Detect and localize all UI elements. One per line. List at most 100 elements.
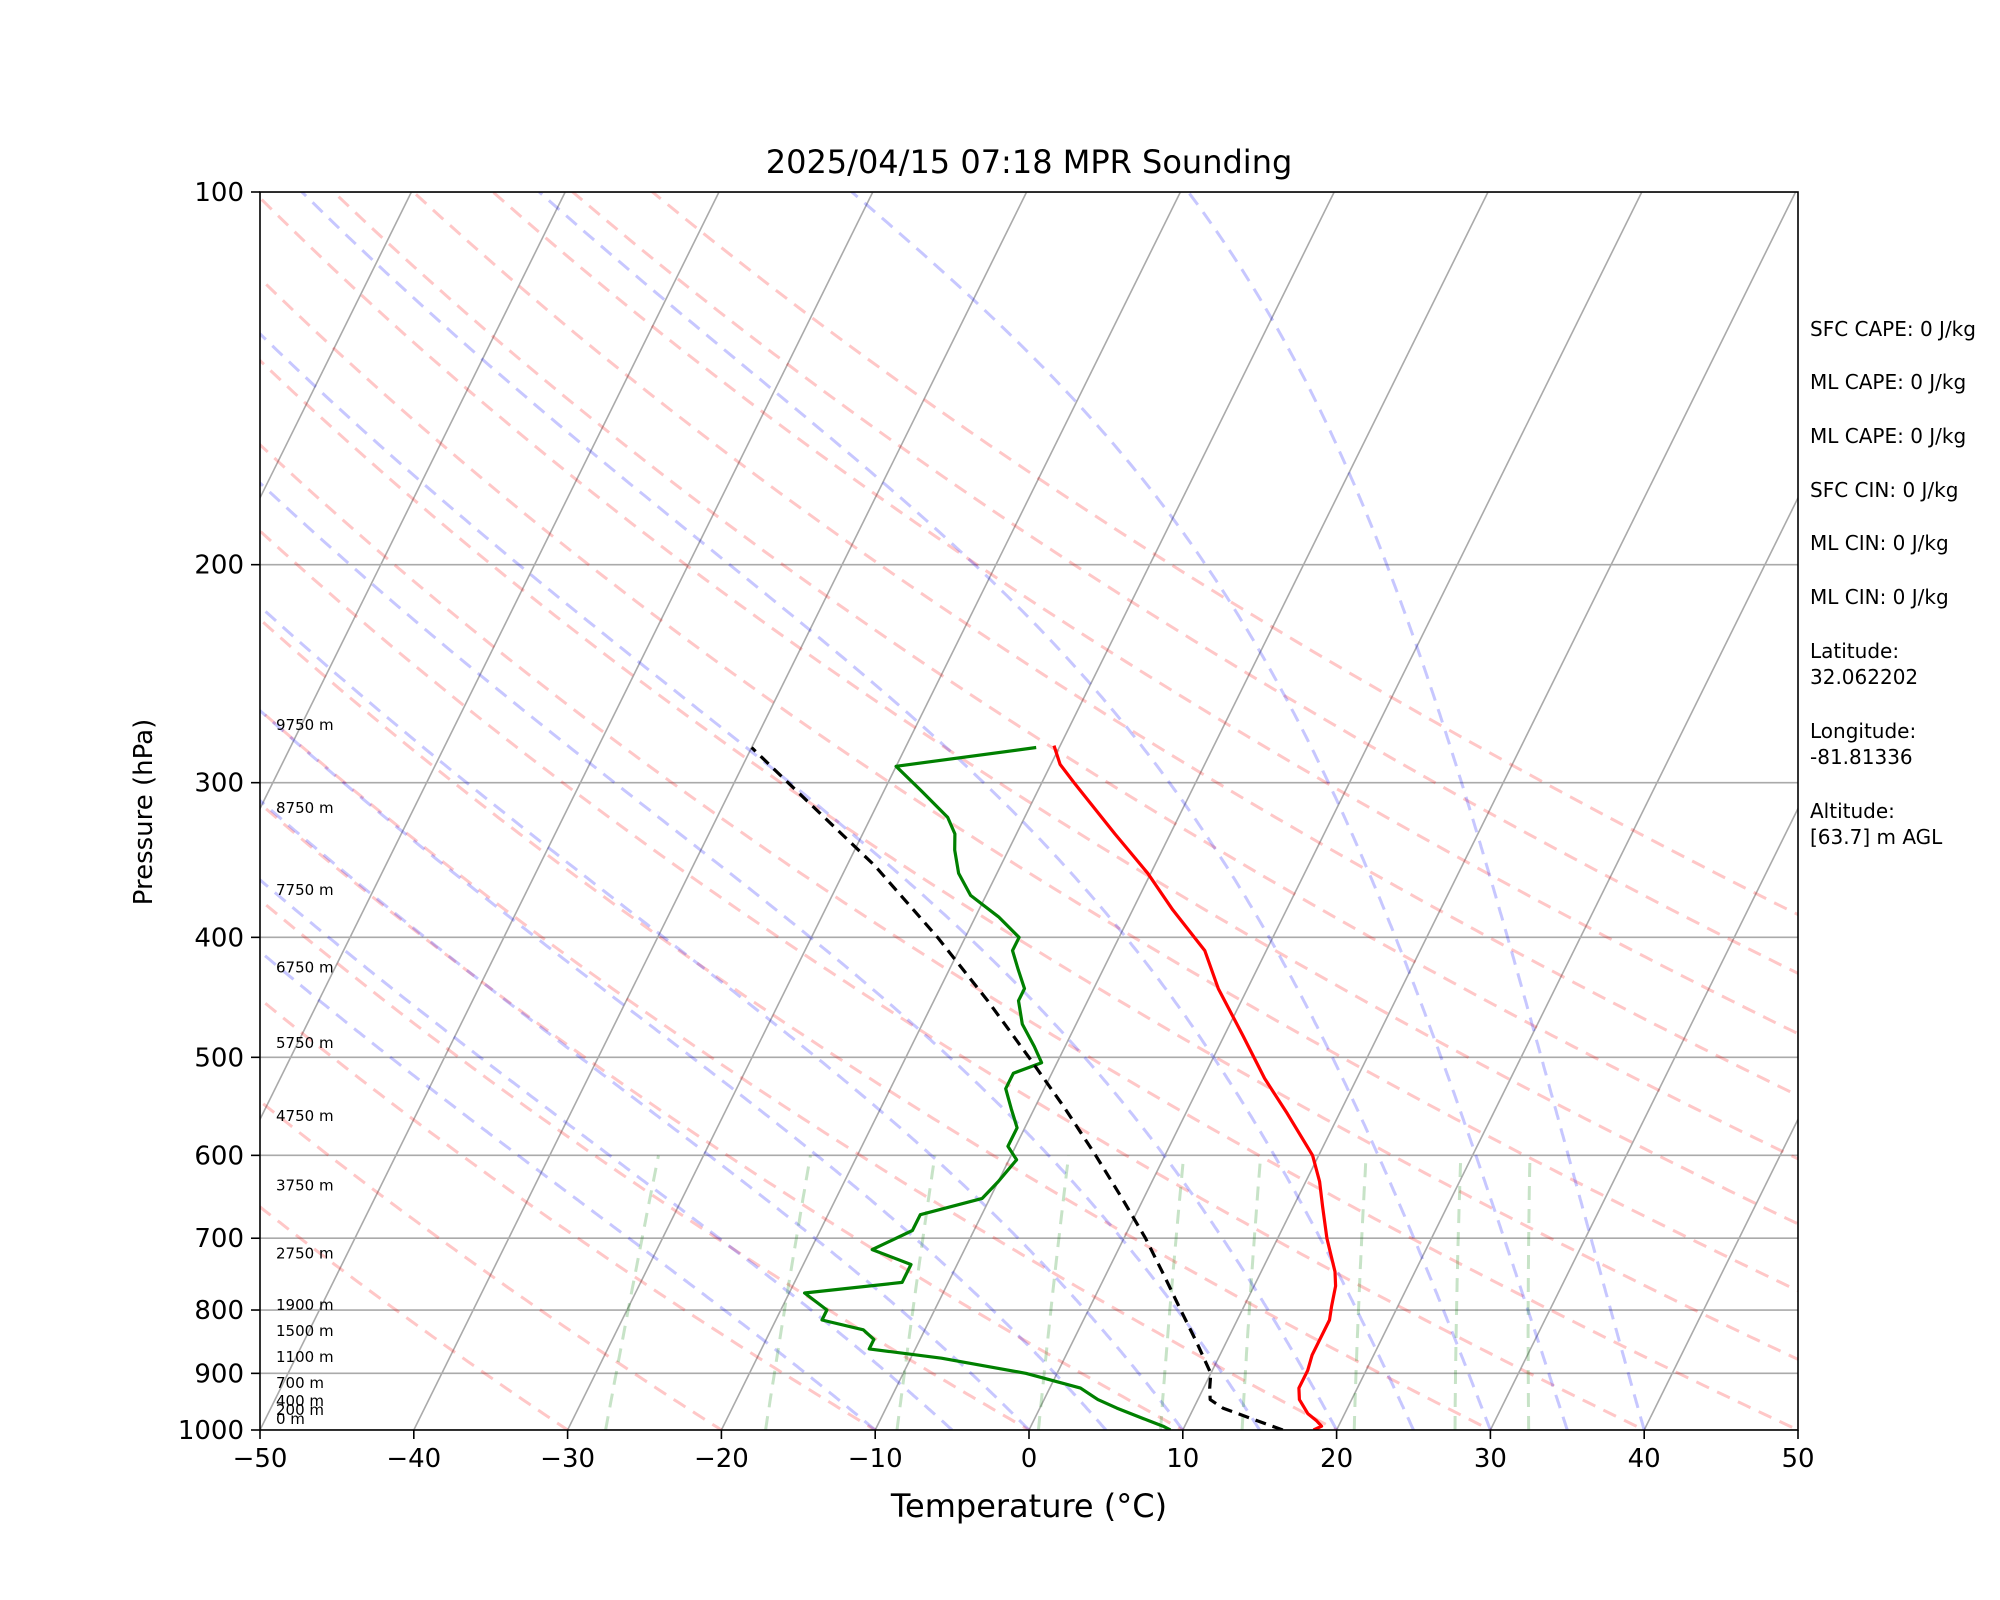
- y-tick-label: 200: [194, 551, 244, 581]
- dry-adiabat-line: [260, 1099, 725, 1430]
- height-label: 0 m: [276, 1410, 305, 1428]
- longitude-label: Longitude:: [1810, 719, 1917, 743]
- plot-frame: [259, 191, 1799, 1431]
- height-label: 700 m: [276, 1374, 324, 1392]
- isotherm-line: [874, 192, 1489, 1430]
- mixing-ratio-line: [1453, 1155, 1463, 1430]
- moist-adiabat-line: [1187, 192, 1646, 1430]
- height-label: 5750 m: [276, 1034, 334, 1052]
- isotherm-line: [260, 192, 413, 500]
- x-axis-label: Temperature (°C): [890, 1487, 1167, 1525]
- moist-adiabat-line: [260, 877, 954, 1430]
- latitude-block: Latitude: 32.062202: [1810, 638, 1918, 690]
- ml-cin-text-2: ML CIN: 0 J/kg: [1810, 585, 1949, 609]
- moist-adiabat-line: [260, 708, 1108, 1430]
- dry-adiabat-line: [260, 996, 879, 1430]
- isotherm-line: [260, 192, 874, 1430]
- y-axis-label: Pressure (hPa): [129, 719, 159, 906]
- sfc-cin-text: SFC CIN: 0 J/kg: [1810, 478, 1959, 502]
- dry-adiabat-line: [260, 528, 1648, 1430]
- x-tick-label: 20: [1320, 1444, 1353, 1474]
- moist-adiabat-line: [260, 331, 1338, 1430]
- x-tick-label: 30: [1474, 1444, 1507, 1474]
- height-label: 200 m: [276, 1401, 324, 1419]
- altitude-block: Altitude: [63.7] m AGL: [1810, 798, 1942, 850]
- y-tick-label: 800: [194, 1296, 244, 1326]
- moist-adiabat-line: [538, 192, 1492, 1430]
- longitude-block: Longitude: -81.81336: [1810, 718, 1916, 770]
- height-label: 3750 m: [276, 1177, 334, 1195]
- mixing-ratio-line: [604, 1155, 660, 1430]
- isotherm-line: [412, 192, 1028, 1430]
- x-tick-label: 10: [1166, 1444, 1199, 1474]
- latitude-label: Latitude:: [1810, 639, 1900, 663]
- dry-adiabat-line: [490, 192, 1798, 1036]
- sfc-cape-text: SFC CAPE: 0 J/kg: [1810, 317, 1976, 341]
- reference-lines: [0, 135, 1798, 1456]
- chart-title: 2025/04/15 07:18 MPR Sounding: [766, 143, 1293, 181]
- dry-adiabat-line: [260, 276, 1798, 1293]
- dry-adiabat-line: [260, 617, 1494, 1430]
- dry-adiabat-line: [260, 358, 1798, 1362]
- dry-adiabat-line: [260, 897, 1033, 1430]
- x-tick-label: −40: [386, 1444, 441, 1474]
- isotherm-line: [566, 192, 1182, 1430]
- mixing-ratio-line: [1159, 1155, 1186, 1430]
- x-tick-label: 40: [1628, 1444, 1661, 1474]
- height-label: 4750 m: [276, 1107, 334, 1125]
- isotherm-line: [260, 192, 567, 811]
- height-label: 2750 m: [276, 1244, 334, 1262]
- x-tick-label: 50: [1781, 1444, 1814, 1474]
- sounding-series-line-1: [803, 745, 1172, 1430]
- height-label: 1100 m: [276, 1348, 334, 1366]
- moist-adiabat-line: [260, 480, 1261, 1430]
- mixing-ratio-line: [1526, 1155, 1532, 1430]
- height-label: 1500 m: [276, 1322, 334, 1340]
- dry-adiabat-line: [331, 192, 1798, 1161]
- data-series: [750, 745, 1338, 1430]
- moist-adiabat-line: [260, 949, 877, 1430]
- isotherm-line: [720, 192, 1336, 1430]
- dry-adiabat-line: [411, 192, 1798, 1098]
- y-tick-label: 700: [194, 1224, 244, 1254]
- mixing-ratio-line: [764, 1155, 812, 1430]
- dry-adiabat-line: [650, 192, 1798, 917]
- dry-adiabat-line: [260, 442, 1798, 1430]
- longitude-value: -81.81336: [1810, 745, 1913, 769]
- x-tick-label: −10: [848, 1444, 903, 1474]
- y-tick-label: 900: [194, 1359, 244, 1389]
- height-label: 1900 m: [276, 1296, 334, 1314]
- ml-cape-text-2: ML CAPE: 0 J/kg: [1810, 424, 1967, 448]
- ml-cape-text: ML CAPE: 0 J/kg: [1810, 370, 1967, 394]
- y-tick-label: 1000: [178, 1416, 244, 1446]
- isotherm-line: [1181, 192, 1797, 1430]
- height-label: 400 m: [276, 1392, 324, 1410]
- altitude-value: [63.7] m AGL: [1810, 825, 1943, 849]
- latitude-value: 32.062202: [1810, 665, 1919, 689]
- x-tick-label: −20: [694, 1444, 749, 1474]
- moist-adiabat-line: [260, 604, 1185, 1430]
- isotherm-line: [1028, 192, 1643, 1430]
- y-tick-label: 500: [194, 1043, 244, 1073]
- moist-adiabat-line: [850, 192, 1569, 1430]
- mixing-ratio-line: [1352, 1155, 1368, 1430]
- dry-adiabat-line: [570, 192, 1798, 976]
- x-tick-label: −50: [233, 1444, 288, 1474]
- x-tick-label: 0: [1021, 1444, 1038, 1474]
- y-tick-label: 400: [194, 923, 244, 953]
- isotherm-line: [0, 135, 132, 1456]
- y-axis-ticks: 100 200 300 400 500 600 700 800 900 1000: [178, 178, 260, 1446]
- altitude-label: Altitude:: [1810, 799, 1895, 823]
- dry-adiabat-line: [260, 801, 1186, 1430]
- height-label: 8750 m: [276, 799, 334, 817]
- x-tick-label: −30: [540, 1444, 595, 1474]
- x-axis-ticks: −50 −40 −30 −20 −10 0 10 20 30 40 50: [233, 1430, 1815, 1474]
- dry-adiabat-line: [260, 708, 1340, 1430]
- height-label: 6750 m: [276, 959, 334, 977]
- moist-adiabat-line: [260, 798, 1031, 1430]
- height-label: 7750 m: [276, 881, 334, 899]
- isotherm-line: [260, 192, 720, 1122]
- dry-adiabat-line: [260, 195, 1798, 1226]
- y-tick-label: 100: [194, 178, 244, 208]
